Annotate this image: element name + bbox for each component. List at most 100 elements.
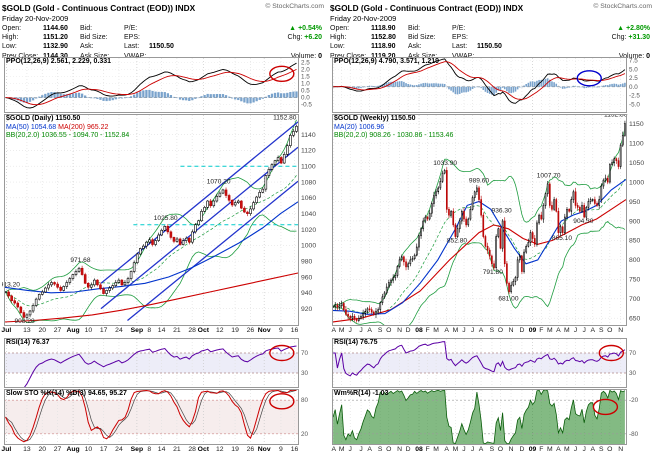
date-axis-label: Sep	[130, 446, 144, 453]
date-axis-label: M	[547, 446, 553, 453]
prevclose-label: Prev Close:	[2, 52, 39, 60]
date-axis-label: M	[433, 446, 439, 453]
rsi-panel: 70 30 RSI(14) 76.37	[2, 338, 328, 388]
date-axis-label: 20	[38, 327, 46, 334]
change-block: ▲ +2.80% Chg: +31.30 Volume: 0	[612, 24, 652, 61]
date-axis-label: A	[478, 446, 484, 453]
svg-text:0.5: 0.5	[301, 88, 310, 95]
date-axis-label: F	[539, 446, 544, 453]
volume-value: 0	[318, 52, 322, 60]
date-axis-label: Aug	[66, 446, 80, 453]
svg-text:0.0: 0.0	[301, 95, 310, 102]
svg-text:1100: 1100	[301, 164, 316, 171]
date-axis-label: A	[478, 327, 484, 334]
rsi-chart: 70 30	[4, 338, 309, 388]
date-axis-label: M	[338, 446, 345, 453]
svg-text:1050: 1050	[629, 160, 644, 167]
date-axis-label: 10	[84, 327, 93, 334]
date-axis-label: 09	[528, 446, 537, 453]
chg-label: Chg:	[287, 34, 303, 42]
quote-grid: Open: 1144.60 Bid: P/E: High: 1151.20 Bid Siz…	[2, 24, 185, 61]
last-value: 1150.50	[149, 43, 174, 51]
date-axis-label: N	[508, 327, 514, 334]
svg-text:940: 940	[301, 290, 313, 297]
date-axis-label: 17	[99, 327, 108, 334]
date-axis-label: M	[338, 327, 345, 334]
change-block: ▲ +0.54% Chg: +6.20 Volume: 0	[288, 24, 324, 61]
date-axis-label: D	[405, 446, 411, 453]
date-axis-label: 26	[246, 327, 255, 334]
chg-value: +31.30	[628, 34, 650, 42]
date-axis-label: 8	[147, 327, 152, 334]
quote-date: Friday 20-Nov-2009	[2, 14, 69, 23]
date-axis: A M J J A S O N D 08 F M A M J J A S O N D 09 F M A M J J A S O N	[330, 327, 656, 338]
date-axis-label: M	[433, 327, 439, 334]
svg-text:900: 900	[629, 218, 641, 225]
date-axis-label: M	[547, 327, 553, 334]
svg-text:791.80: 791.80	[483, 269, 504, 276]
eps-label: EPS:	[124, 34, 140, 42]
date-axis-label: 28	[188, 446, 196, 453]
price-chart: 650 700 750 800 850 900 950 1000 1050 1100 1150 103…	[331, 114, 644, 326]
ppo-panel: 7.5 5.0 2.5 0.0 -2.5 -5.0 PPO(12,26,9) 4.790,…	[330, 57, 656, 113]
date-axis-label: 19	[231, 446, 239, 453]
date-axis-label: 27	[53, 327, 62, 334]
eps-label: EPS:	[452, 34, 468, 42]
svg-text:681.00: 681.00	[498, 295, 519, 302]
svg-text:1000: 1000	[629, 179, 644, 186]
svg-text:800: 800	[629, 257, 641, 264]
quote-header: $GOLD (Gold - Continuous Contract (EOD))…	[330, 3, 656, 60]
svg-text:1070.20: 1070.20	[207, 179, 231, 186]
percent-change: +2.80%	[626, 25, 650, 32]
date-axis-label: 13	[23, 446, 31, 453]
date-axis-label: O	[607, 446, 613, 453]
svg-text:-80: -80	[629, 431, 639, 438]
svg-text:700: 700	[629, 296, 641, 303]
svg-text:20: 20	[301, 431, 309, 438]
low-value: 1118.90	[371, 43, 396, 51]
date-axis-label: J	[470, 446, 475, 453]
date-axis-label: N	[618, 446, 624, 453]
svg-text:30: 30	[301, 370, 309, 377]
stochastic-panel: 80 20 Slow STO %K(14) %D(3) 94.65, 95.27	[2, 389, 328, 445]
date-axis-label: O	[386, 446, 392, 453]
date-axis-label: Jul	[1, 327, 12, 334]
date-axis-label: 21	[173, 446, 181, 453]
date-axis-label: S	[377, 446, 383, 453]
date-axis-label: A	[556, 446, 561, 453]
svg-text:936.30: 936.30	[492, 207, 513, 214]
quote-date: Friday 20-Nov-2009	[330, 14, 397, 23]
date-axis-label: N	[397, 446, 403, 453]
svg-text:650: 650	[629, 316, 641, 323]
date-axis-label: O	[386, 327, 392, 334]
date-axis-label: 27	[53, 446, 62, 453]
svg-text:920: 920	[301, 306, 313, 313]
svg-text:-5.0: -5.0	[629, 101, 640, 108]
price-panel: 920 940 960 980 1000 1020 1040 1060 1080 1100 1120…	[2, 114, 328, 326]
prevclose-value: 1119.20	[371, 52, 396, 60]
up-arrow-icon: ▲	[617, 25, 625, 32]
asksize-label: Ask Size:	[408, 52, 438, 60]
prevclose-value: 1144.30	[43, 52, 68, 60]
quote-header: $GOLD (Gold - Continuous Contract (EOD))…	[2, 3, 328, 60]
svg-text:1120: 1120	[301, 148, 316, 155]
symbol-title: $GOLD (Gold - Continuous Contract (EOD))…	[330, 3, 524, 13]
chart-panel-daily: $GOLD (Gold - Continuous Contract (EOD))…	[1, 3, 328, 453]
high-value: 1151.20	[43, 34, 68, 42]
ppo-panel: 2.5 2.0 1.5 1.0 0.5 0.0 -0.5 PPO(12,26,9) 2.56…	[2, 57, 328, 113]
date-axis: A M J J A S O N D 08 F M A M J J A S O N D 09 F M A M J J A S O N	[330, 446, 656, 457]
vwap-label: VWAP:	[452, 52, 475, 60]
svg-text:1007.70: 1007.70	[537, 172, 561, 179]
date-axis-label: S	[489, 446, 495, 453]
williams-chart: -20 -80	[332, 389, 639, 445]
svg-text:1033.90: 1033.90	[433, 160, 457, 167]
date-axis-label: 09	[528, 327, 537, 334]
date-axis-label: M	[452, 446, 459, 453]
date-axis-label: S	[599, 446, 604, 453]
up-arrow-icon: ▲	[289, 25, 297, 32]
low-label: Low:	[2, 43, 17, 51]
date-axis-label: 12	[216, 446, 224, 453]
date-axis-label: S	[489, 327, 495, 334]
svg-text:1.0: 1.0	[301, 81, 310, 88]
date-axis-label: 12	[216, 327, 224, 334]
